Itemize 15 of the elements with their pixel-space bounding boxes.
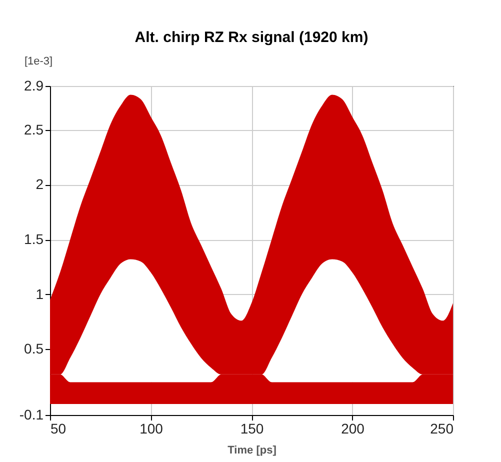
y-tick-label: 2.9 (24, 78, 44, 94)
chart-title: Alt. chirp RZ Rx signal (1920 km) (134, 29, 368, 46)
y-tick-label: 2 (36, 176, 44, 192)
y-axis-title: [1e-3] (24, 56, 53, 68)
x-tick-label: 150 (240, 420, 264, 436)
y-tick-label: -0.1 (19, 406, 44, 422)
y-tick-label: 1.5 (24, 231, 44, 248)
y-tick-label: 0.5 (24, 340, 44, 357)
y-tick-label: 1 (36, 286, 44, 302)
x-tick-label: 100 (140, 420, 164, 436)
x-axis-title: Time [ps] (228, 444, 277, 456)
y-tick-label: 2.5 (24, 121, 44, 138)
x-tick-label: 50 (50, 420, 66, 436)
x-tick-label: 250 (430, 420, 454, 436)
x-tick-label: 200 (341, 420, 365, 436)
